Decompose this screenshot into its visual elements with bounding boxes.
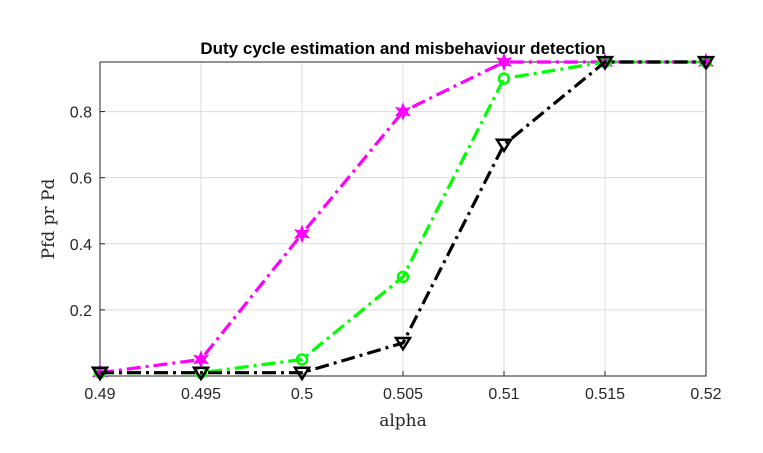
data-point-triangle bbox=[696, 55, 716, 71]
y-tick-label: 0.2 bbox=[70, 303, 92, 320]
data-point-star bbox=[293, 224, 311, 244]
x-tick-label: 0.49 bbox=[84, 386, 115, 403]
data-point-triangle bbox=[494, 138, 514, 154]
data-point-star bbox=[495, 52, 513, 72]
data-point-circle bbox=[497, 72, 511, 85]
x-axis-label: alpha bbox=[379, 411, 427, 431]
data-point-triangle bbox=[90, 366, 110, 382]
data-point-circle bbox=[295, 353, 309, 366]
x-tick-label: 0.505 bbox=[383, 386, 423, 403]
data-point-triangle bbox=[595, 55, 615, 71]
x-tick-label: 0.515 bbox=[585, 386, 625, 403]
y-axis-label: Pfd pr Pd bbox=[39, 179, 59, 260]
x-tick-label: 0.52 bbox=[690, 386, 721, 403]
data-point-triangle bbox=[191, 366, 211, 382]
chart-title: Duty cycle estimation and misbehaviour d… bbox=[200, 39, 605, 58]
y-tick-label: 0.4 bbox=[70, 237, 92, 254]
y-tick-label: 0.6 bbox=[70, 171, 92, 188]
x-tick-label: 0.5 bbox=[291, 386, 313, 403]
tick-labels: 0.49 0.495 0.5 0.505 0.51 0.515 0.52 0.2 0.4 0.6 0… bbox=[70, 105, 722, 403]
y-tick-label: 0.8 bbox=[70, 105, 92, 122]
data-point-triangle bbox=[393, 336, 413, 352]
x-tick-label: 0.495 bbox=[181, 386, 221, 403]
grid bbox=[99, 62, 707, 376]
data-point-circle bbox=[396, 270, 410, 284]
x-tick-label: 0.51 bbox=[488, 386, 519, 403]
data-point-triangle bbox=[292, 366, 312, 382]
data-point-star bbox=[394, 102, 412, 122]
